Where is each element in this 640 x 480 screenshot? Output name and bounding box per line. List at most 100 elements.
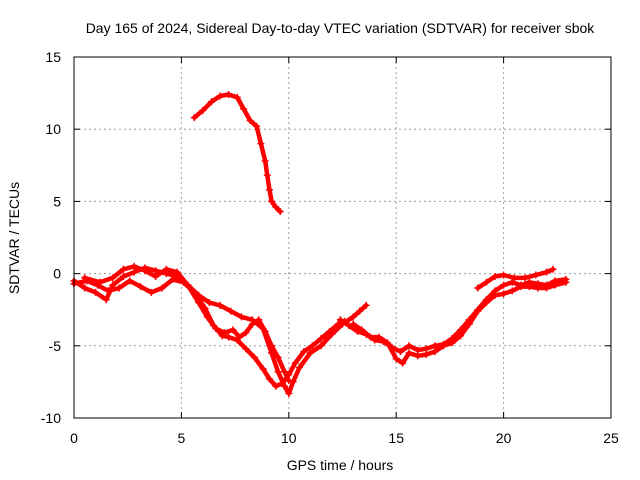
data-point xyxy=(281,368,289,376)
data-point xyxy=(141,267,149,275)
data-point xyxy=(158,284,166,292)
data-point xyxy=(162,265,170,273)
data-point xyxy=(465,320,473,328)
data-point xyxy=(543,284,551,292)
data-point xyxy=(296,363,304,371)
data-point xyxy=(115,284,123,292)
data-point xyxy=(414,352,422,360)
y-tick-label: 0 xyxy=(53,266,61,282)
data-point xyxy=(532,271,540,279)
y-tick-label: -5 xyxy=(49,338,62,354)
data-point xyxy=(203,313,211,321)
data-point xyxy=(366,333,374,341)
data-point xyxy=(268,342,276,350)
data-point xyxy=(457,332,465,340)
data-point xyxy=(233,93,241,101)
data-point xyxy=(227,307,235,315)
data-point xyxy=(345,322,353,330)
data-point xyxy=(207,98,215,106)
data-point xyxy=(216,92,224,100)
data-point xyxy=(448,339,456,347)
data-point xyxy=(242,345,250,353)
x-tick-label: 20 xyxy=(496,430,512,446)
data-point xyxy=(274,368,282,376)
data-point xyxy=(525,283,533,291)
data-point xyxy=(248,320,256,328)
y-tick-label: -10 xyxy=(41,410,61,426)
data-point xyxy=(216,301,224,309)
data-point xyxy=(336,316,344,324)
series-track-b xyxy=(71,277,347,389)
y-tick-label: 10 xyxy=(45,121,61,137)
data-point xyxy=(356,307,364,315)
data-point xyxy=(431,348,439,356)
data-point xyxy=(104,287,112,295)
data-point xyxy=(169,275,177,283)
data-series xyxy=(70,91,570,397)
data-point xyxy=(259,365,267,373)
data-point xyxy=(300,348,308,356)
series-track-f xyxy=(350,280,569,366)
data-point xyxy=(261,327,269,335)
data-point xyxy=(399,359,407,367)
data-point xyxy=(349,313,357,321)
data-point xyxy=(130,262,138,270)
data-point xyxy=(147,288,155,296)
data-point xyxy=(551,281,559,289)
data-point xyxy=(255,316,263,324)
data-point xyxy=(81,284,89,292)
chart-title: Day 165 of 2024, Sidereal Day-to-day VTE… xyxy=(86,20,596,36)
data-point xyxy=(126,277,134,285)
data-point xyxy=(491,272,499,280)
data-point xyxy=(199,106,207,114)
data-point xyxy=(225,333,233,341)
data-point xyxy=(137,283,145,291)
data-point xyxy=(265,375,273,383)
data-point xyxy=(326,327,334,335)
data-point xyxy=(109,274,117,282)
axes: 0 5 10 15 20 25 -10 -5 0 5 10 15 xyxy=(41,49,619,446)
data-point xyxy=(549,265,557,273)
data-point xyxy=(439,342,447,350)
data-point xyxy=(289,378,297,386)
data-point xyxy=(517,283,525,291)
x-tick-label: 15 xyxy=(388,430,404,446)
data-point xyxy=(362,301,370,309)
series-track-d xyxy=(192,92,283,214)
data-point xyxy=(91,288,99,296)
data-point xyxy=(474,307,482,315)
data-point xyxy=(534,284,542,292)
x-axis-label: GPS time / hours xyxy=(287,457,394,473)
data-point xyxy=(235,333,243,341)
x-tick-label: 10 xyxy=(281,430,297,446)
data-point xyxy=(173,268,181,276)
data-point xyxy=(508,278,516,286)
data-point xyxy=(272,203,280,211)
data-point xyxy=(285,389,293,397)
data-point xyxy=(272,382,280,390)
data-point xyxy=(285,376,293,384)
data-point xyxy=(119,265,127,273)
data-point xyxy=(375,333,383,341)
data-point xyxy=(384,339,392,347)
data-point xyxy=(268,197,276,205)
data-point xyxy=(257,140,265,148)
data-point xyxy=(96,278,104,286)
data-point xyxy=(334,320,342,328)
data-point xyxy=(195,298,203,306)
data-point xyxy=(500,281,508,289)
data-point xyxy=(308,342,316,350)
data-point xyxy=(265,186,273,194)
data-point xyxy=(482,298,490,306)
data-point xyxy=(396,348,404,356)
data-point xyxy=(317,335,325,343)
data-point xyxy=(81,274,89,282)
data-point xyxy=(543,268,551,276)
data-point xyxy=(261,157,269,165)
data-point xyxy=(246,117,254,125)
data-point xyxy=(102,296,110,304)
data-point xyxy=(184,281,192,289)
data-point xyxy=(225,91,233,99)
data-point xyxy=(500,290,508,298)
data-point xyxy=(152,272,160,280)
